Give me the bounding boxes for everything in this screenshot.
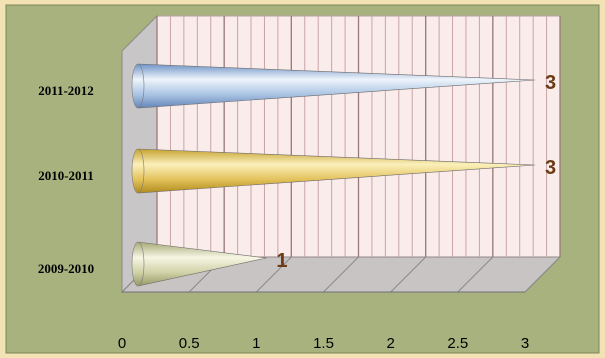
- floor-gridline: [255, 256, 292, 293]
- data-label: 3: [545, 72, 556, 94]
- floor-gridline: [323, 256, 359, 293]
- x-tick-label: 2: [386, 335, 394, 352]
- category-label: 2011-2012: [38, 83, 94, 98]
- cone-base: [131, 148, 145, 194]
- cone-base: [131, 63, 145, 109]
- x-tick-label: 1.5: [313, 335, 334, 352]
- x-tick-label: 0: [118, 335, 126, 352]
- floor-gridline: [457, 256, 494, 293]
- x-tick-label: 0.5: [179, 335, 200, 352]
- cone-base: [131, 241, 145, 287]
- x-tick-label: 1: [252, 335, 260, 352]
- floor-gridline: [390, 256, 427, 293]
- x-tick-label: 3: [521, 335, 529, 352]
- data-label: 3: [545, 157, 556, 179]
- data-label: 1: [276, 250, 287, 272]
- floor-gridline: [524, 256, 561, 293]
- category-label: 2010-2011: [38, 168, 94, 183]
- category-label: 2009-2010: [38, 261, 94, 276]
- x-tick-label: 2.5: [447, 335, 468, 352]
